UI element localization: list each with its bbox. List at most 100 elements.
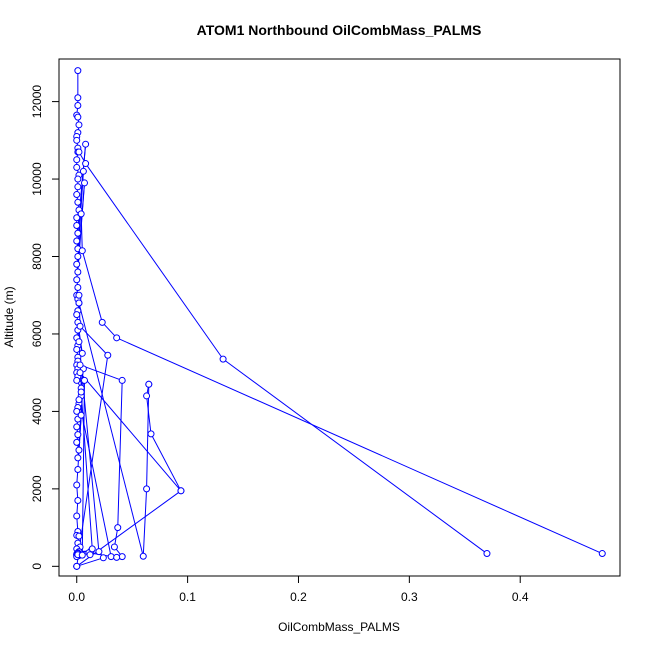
data-point bbox=[77, 411, 85, 419]
data-point bbox=[177, 487, 185, 495]
data-line-segment bbox=[117, 380, 123, 528]
data-point bbox=[73, 438, 81, 446]
y-tick-label: 8000 bbox=[30, 243, 44, 270]
data-point bbox=[483, 550, 491, 558]
data-point bbox=[74, 67, 82, 75]
x-tick-label: 0.0 bbox=[68, 590, 85, 604]
data-point bbox=[74, 466, 82, 474]
y-axis: 0 2000 4000 6000 8000 10000 12000 bbox=[30, 85, 60, 570]
data-line-segment bbox=[79, 372, 182, 492]
data-point bbox=[99, 554, 107, 562]
data-point bbox=[75, 446, 83, 454]
data-point bbox=[78, 349, 86, 357]
data-point bbox=[75, 338, 83, 346]
y-tick-label: 6000 bbox=[30, 320, 44, 347]
data-point bbox=[73, 191, 81, 199]
data-point bbox=[73, 407, 81, 415]
data-line-segment bbox=[79, 325, 109, 356]
data-point bbox=[75, 121, 83, 129]
data-point bbox=[73, 345, 81, 353]
data-point bbox=[74, 253, 82, 261]
data-point bbox=[73, 163, 81, 171]
data-point bbox=[74, 94, 82, 102]
data-point bbox=[88, 545, 96, 553]
data-point bbox=[74, 454, 82, 462]
data-point bbox=[82, 160, 90, 168]
y-tick-label: 4000 bbox=[30, 398, 44, 425]
data-point bbox=[118, 376, 126, 384]
x-tick-label: 0.2 bbox=[290, 590, 307, 604]
x-axis: 0.0 0.1 0.2 0.3 0.4 bbox=[68, 575, 529, 604]
data-line-segment bbox=[150, 433, 182, 492]
data-point bbox=[98, 318, 106, 326]
data-point bbox=[73, 376, 81, 384]
data-point bbox=[104, 351, 112, 359]
data-point bbox=[74, 101, 82, 109]
data-point bbox=[143, 392, 151, 400]
data-line-segment bbox=[101, 322, 118, 339]
data-point bbox=[73, 311, 81, 319]
data-point bbox=[143, 485, 151, 493]
data-point bbox=[74, 229, 82, 237]
data-point bbox=[79, 167, 87, 175]
series-points bbox=[73, 67, 606, 570]
data-point bbox=[598, 550, 606, 558]
data-point bbox=[81, 376, 88, 384]
data-point bbox=[139, 552, 147, 560]
data-point bbox=[74, 268, 82, 276]
y-tick-label: 12000 bbox=[30, 85, 44, 119]
data-point bbox=[75, 532, 83, 540]
data-line-segment bbox=[81, 250, 103, 323]
data-point bbox=[74, 175, 82, 183]
y-tick-label: 0 bbox=[30, 563, 44, 570]
data-line-segment bbox=[76, 355, 109, 567]
y-tick-label: 2000 bbox=[30, 475, 44, 502]
data-point bbox=[73, 423, 81, 431]
data-point bbox=[78, 247, 86, 255]
data-point bbox=[74, 113, 82, 121]
data-point bbox=[73, 237, 81, 245]
data-point bbox=[75, 299, 83, 307]
data-point bbox=[73, 512, 81, 520]
data-line-segment bbox=[142, 488, 148, 557]
data-point bbox=[78, 551, 86, 559]
data-point bbox=[74, 183, 82, 191]
data-point bbox=[74, 198, 82, 206]
data-point bbox=[114, 524, 122, 532]
data-point bbox=[145, 380, 153, 388]
data-point bbox=[110, 543, 118, 551]
data-point bbox=[75, 148, 83, 156]
x-axis-label: OilCombMass_PALMS bbox=[278, 620, 400, 634]
data-line-segment bbox=[222, 358, 488, 554]
data-point bbox=[73, 136, 81, 144]
data-line-segment bbox=[85, 163, 224, 360]
data-point bbox=[82, 140, 90, 148]
data-point bbox=[76, 361, 84, 369]
data-point bbox=[73, 562, 81, 570]
data-point bbox=[113, 553, 121, 561]
data-line-segment bbox=[81, 380, 85, 556]
data-point bbox=[73, 222, 81, 230]
data-point bbox=[73, 276, 81, 284]
data-point bbox=[73, 214, 81, 222]
data-point bbox=[74, 496, 82, 504]
data-point bbox=[147, 430, 155, 438]
data-point bbox=[75, 396, 83, 404]
data-line-segment bbox=[76, 557, 104, 567]
data-line-segment bbox=[79, 364, 123, 381]
data-line-segment bbox=[146, 395, 152, 434]
x-tick-label: 0.1 bbox=[179, 590, 196, 604]
data-line-segment bbox=[78, 302, 144, 557]
data-point bbox=[76, 322, 84, 330]
y-tick-label: 10000 bbox=[30, 162, 44, 196]
data-point bbox=[77, 210, 85, 218]
data-point bbox=[74, 283, 82, 291]
data-point bbox=[76, 369, 84, 377]
y-axis-label: Altitude (m) bbox=[2, 286, 16, 347]
data-point bbox=[73, 481, 81, 489]
data-point bbox=[77, 388, 85, 396]
x-tick-label: 0.4 bbox=[512, 590, 529, 604]
data-point bbox=[107, 553, 115, 561]
data-point bbox=[75, 291, 83, 299]
